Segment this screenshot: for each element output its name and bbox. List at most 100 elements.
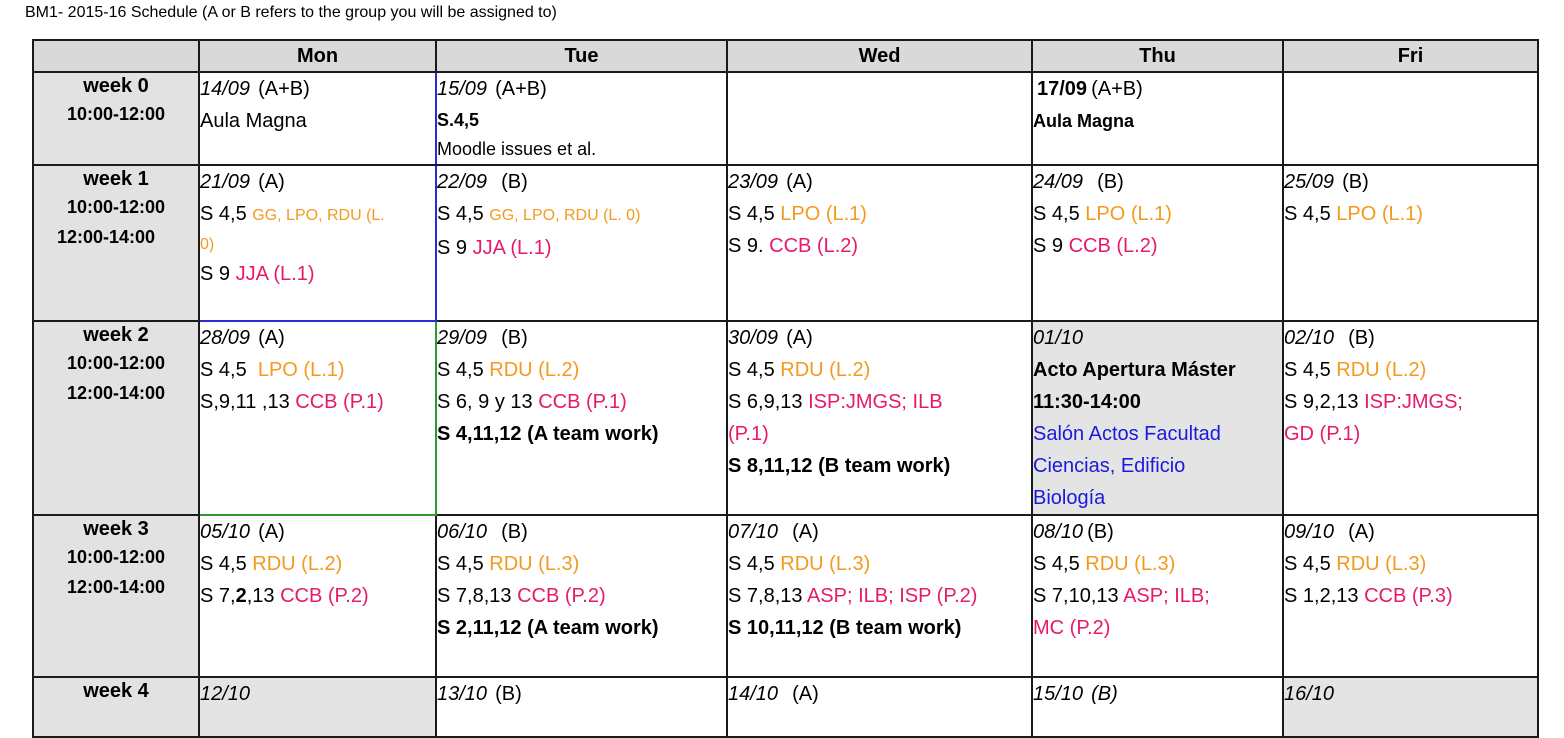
room: S 7,8,13 (437, 585, 512, 607)
schedule-table: Mon Tue Wed Thu Fri week 0 10:00-12:00 1… (32, 39, 1539, 738)
time-slot: 12:00-14:00 (66, 577, 166, 597)
week-label: week 2 (83, 324, 149, 346)
group: (A) (786, 327, 813, 349)
room: S 4,5 (1033, 553, 1080, 575)
date: 16/10 (1284, 683, 1335, 705)
room: S 7, (200, 585, 236, 607)
group: (A+B) (1091, 78, 1143, 100)
room: S 4,5 (1284, 553, 1331, 575)
cell-week0-thu: 17/09 (A+B) Aula Magna (1031, 71, 1284, 166)
date: 24/09 (1033, 171, 1084, 193)
cell-week4-tue: 13/10 (B) (435, 676, 728, 738)
team-work: S 4,11,12 (A team work) (437, 423, 659, 445)
lab-label: RDU (L.2) (489, 359, 580, 381)
lab-label: RDU (L.2) (252, 553, 343, 575)
room: S 7,10,13 (1033, 585, 1119, 607)
lab-label: CCB (P.2) (517, 585, 606, 607)
room: S 9 (1033, 235, 1064, 257)
date: 15/09 (437, 78, 488, 100)
lab-label: RDU (L.3) (780, 553, 871, 575)
event-place: Biología (1033, 487, 1106, 509)
group: (A) (258, 171, 285, 193)
cell-week1-fri: 25/09 (B) S 4,5 LPO (L.1) (1282, 164, 1539, 322)
week-label-cell: week 1 10:00-12:00 12:00-14:00 (32, 164, 200, 322)
week-label-cell: week 2 10:00-12:00 12:00-14:00 (32, 320, 200, 516)
week-row-4: week 4 12/10 13/10 (B) 14/10 (A) 15/10 (B) … (32, 676, 1539, 738)
week-label: week 0 (83, 75, 149, 97)
week-row-2: week 2 10:00-12:00 12:00-14:00 28/09 (A) … (32, 320, 1539, 516)
cell-week4-fri: 16/10 (1282, 676, 1539, 738)
lab-label: JJA (L.1) (472, 237, 552, 259)
cell-week2-fri: 02/10 (B) S 4,5 RDU (L.2) S 9,2,13 ISP:JM… (1282, 320, 1539, 516)
room-bold: 2 (235, 585, 247, 607)
cell-week1-tue: 22/09 (B) S 4,5 GG, LPO, RDU (L. 0) S 9 J… (435, 164, 728, 322)
room: S 4,5 (1284, 359, 1331, 381)
team-work: S 8,11,12 (B team work) (728, 455, 951, 477)
group: (B) (1342, 171, 1369, 193)
week-label: week 1 (83, 168, 149, 190)
room: S,9,11 ,13 (200, 391, 290, 413)
cell-week3-thu: 08/10 (B) S 4,5 RDU (L.3) S 7,10,13 ASP; … (1031, 514, 1284, 678)
room: S 4,5 (200, 359, 247, 381)
lab-label: CCB (P.1) (295, 391, 384, 413)
lab-label: LPO (L.1) (1336, 203, 1423, 225)
room: S 1,2,13 (1284, 585, 1359, 607)
time-slot: 10:00-12:00 (66, 197, 166, 217)
day-header-wed: Wed (726, 39, 1033, 73)
group: (A) (792, 521, 819, 543)
lab-label: ASP; ILB; ISP (P.2) (806, 585, 978, 607)
date: 17/09 (1037, 78, 1088, 100)
lab-label: ISP:JMGS; (1364, 391, 1463, 413)
lab-label: ISP:JMGS; ILB (808, 391, 943, 413)
group: (B) (1087, 521, 1114, 543)
group: (A+B) (258, 78, 310, 100)
room: S 9,2,13 (1284, 391, 1359, 413)
cell-week0-mon: 14/09 (A+B) Aula Magna (198, 71, 437, 166)
group: (A) (792, 683, 819, 705)
room: S 9 (200, 263, 231, 285)
room: S 7,8,13 (728, 585, 803, 607)
group: (B) (1097, 171, 1124, 193)
cell-week2-thu: 01/10 Acto Apertura Máster 11:30-14:00 S… (1031, 320, 1284, 516)
lab-label: LPO (L.1) (257, 359, 345, 381)
week-label-cell: week 4 (32, 676, 200, 738)
room: S 4,5 (728, 553, 775, 575)
place: Aula Magna (200, 110, 307, 132)
room: S 4,5 (437, 203, 484, 225)
lab-label: RDU (L.2) (1336, 359, 1427, 381)
cell-week2-tue: 29/09 (B) S 4,5 RDU (L.2) S 6, 9 y 13 CCB… (435, 320, 728, 516)
page-title: BM1- 2015-16 Schedule (A or B refers to … (25, 4, 557, 21)
lab-label: JJA (L.1) (235, 263, 315, 285)
group: (B) (1348, 327, 1375, 349)
cell-week1-mon: 21/09 (A) S 4,5 GG, LPO, RDU (L. 0) S 9 J… (198, 164, 437, 322)
date: 14/09 (200, 78, 251, 100)
header-row: Mon Tue Wed Thu Fri (32, 39, 1539, 73)
lab-label-cont: GD (P.1) (1284, 423, 1361, 445)
time-slot: 10:00-12:00 (66, 353, 166, 373)
week-label-cell: week 0 10:00-12:00 (32, 71, 200, 166)
week-row-1: week 1 10:00-12:00 12:00-14:00 21/09 (A) … (32, 164, 1539, 322)
lab-label: RDU (L.2) (780, 359, 871, 381)
lab-label: ASP; ILB; (1123, 585, 1210, 607)
room: S 4,5 (437, 359, 484, 381)
room: S 6, 9 y 13 (437, 391, 533, 413)
date: 25/09 (1284, 171, 1335, 193)
day-header-fri: Fri (1282, 39, 1539, 73)
lab-label: CCB (L.2) (1068, 235, 1158, 257)
event-place: Ciencias, Edificio (1033, 455, 1186, 477)
room: S 4,5 (728, 359, 775, 381)
group: (A) (258, 521, 285, 543)
room: S 4,5 (1284, 203, 1331, 225)
date: 14/10 (728, 683, 779, 705)
date: 15/10 (1033, 683, 1084, 705)
cell-week1-wed: 23/09 (A) S 4,5 LPO (L.1) S 9. CCB (L.2) (726, 164, 1033, 322)
date: 23/09 (728, 171, 779, 193)
date: 22/09 (437, 171, 488, 193)
cell-week4-wed: 14/10 (A) (726, 676, 1033, 738)
group: (B) (495, 683, 522, 705)
week-label-cell: week 3 10:00-12:00 12:00-14:00 (32, 514, 200, 678)
date: 29/09 (437, 327, 488, 349)
room: S 4,5 (200, 203, 247, 225)
room: S.4,5 (437, 110, 480, 130)
event-place: Salón Actos Facultad (1033, 423, 1221, 445)
